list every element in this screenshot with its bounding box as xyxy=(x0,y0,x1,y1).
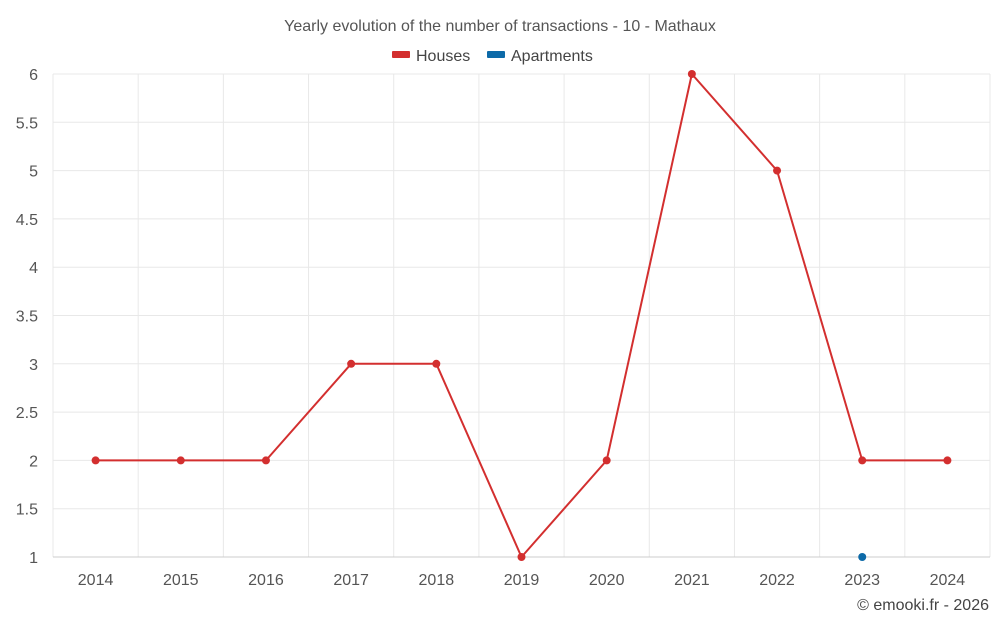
y-tick-label: 4.5 xyxy=(16,212,38,229)
series xyxy=(91,70,952,561)
legend: Houses Apartments xyxy=(392,48,593,65)
legend-swatch-houses xyxy=(392,51,410,58)
x-tick-label: 2024 xyxy=(930,572,966,589)
x-tick-label: 2019 xyxy=(504,572,540,589)
data-point-houses[interactable] xyxy=(858,456,867,465)
data-point-houses[interactable] xyxy=(517,553,526,561)
x-tick-label: 2022 xyxy=(759,572,795,589)
legend-item-apartments[interactable]: Apartments xyxy=(487,48,593,65)
y-tick-label: 1 xyxy=(29,550,38,567)
legend-label-apartments: Apartments xyxy=(511,48,593,65)
legend-label-houses: Houses xyxy=(416,48,470,65)
x-tick-label: 2016 xyxy=(248,572,284,589)
y-tick-label: 1.5 xyxy=(16,502,38,519)
y-tick-label: 5 xyxy=(29,164,38,181)
y-axis: 1 1.5 2 2.5 3 3.5 4 4.5 5 5.5 6 xyxy=(16,67,38,567)
data-point-houses[interactable] xyxy=(602,456,611,465)
x-tick-label: 2021 xyxy=(674,572,710,589)
x-tick-label: 2014 xyxy=(78,572,114,589)
data-point-houses[interactable] xyxy=(687,70,696,78)
legend-item-houses[interactable]: Houses xyxy=(392,48,470,65)
y-tick-label: 3 xyxy=(29,357,38,374)
data-point-houses[interactable] xyxy=(347,359,356,368)
y-tick-label: 2.5 xyxy=(16,405,38,422)
data-point-houses[interactable] xyxy=(773,166,782,175)
y-tick-label: 2 xyxy=(29,453,38,470)
x-tick-label: 2020 xyxy=(589,572,625,589)
data-point-houses[interactable] xyxy=(432,359,441,368)
x-tick-label: 2015 xyxy=(163,572,199,589)
data-point-houses[interactable] xyxy=(261,456,270,465)
grid xyxy=(52,73,991,557)
credit-text: © emooki.fr - 2026 xyxy=(857,597,989,614)
data-point-houses[interactable] xyxy=(91,456,100,465)
y-tick-label: 5.5 xyxy=(16,115,38,132)
data-point-houses[interactable] xyxy=(943,456,952,465)
data-point-apartments[interactable] xyxy=(858,553,867,561)
chart-title: Yearly evolution of the number of transa… xyxy=(284,18,716,35)
legend-swatch-apartments xyxy=(487,51,505,58)
x-tick-label: 2017 xyxy=(333,572,369,589)
x-axis: 2014 2015 2016 2017 2018 2019 2020 2021 2022 2023… xyxy=(53,556,990,589)
y-tick-label: 6 xyxy=(29,67,38,84)
x-tick-label: 2018 xyxy=(419,572,455,589)
y-tick-label: 3.5 xyxy=(16,309,38,326)
data-point-houses[interactable] xyxy=(176,456,185,465)
y-tick-label: 4 xyxy=(29,260,38,277)
x-tick-label: 2023 xyxy=(844,572,880,589)
